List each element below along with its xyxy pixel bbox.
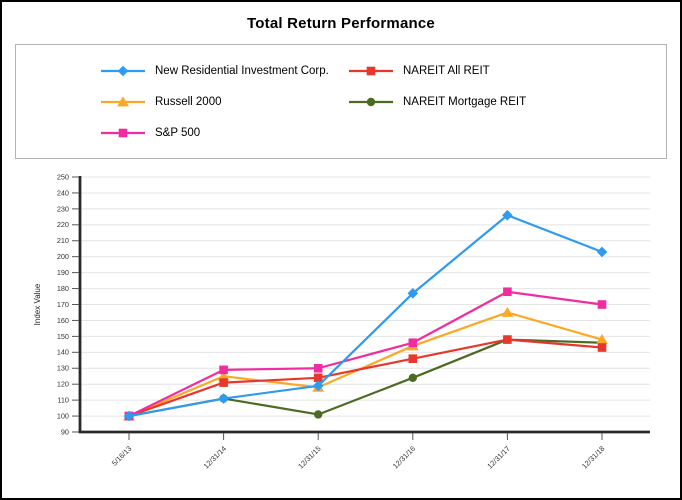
square-marker-icon [313,373,323,383]
legend-circle-icon [349,97,393,106]
series-nareit-mortgage-reit [124,335,607,421]
diamond-marker-icon [312,380,324,392]
y-tick-label: 250 [57,172,69,181]
series-nareit-all-reit [124,335,607,421]
triangle-marker-icon [596,333,608,344]
y-tick-label: 120 [57,380,69,389]
chart-title: Total Return Performance [247,15,435,32]
square-marker-icon [366,66,376,75]
axes [78,176,650,434]
diamond-marker-icon [502,209,513,221]
legend-label: Russell 2000 [155,95,222,108]
square-marker-icon [503,287,512,297]
circle-marker-icon [314,410,323,419]
legend-item-s-p-500: S&P 500 [100,125,348,141]
y-tick-label: 160 [57,316,69,325]
square-marker-icon [597,343,607,352]
legend-item-nareit-mortgage-reit: NAREIT Mortgage REIT [348,94,666,110]
square-marker-icon [219,365,228,375]
y-axis-ticks: 90 100 110 120 130 140 150 160 170 180 190 200 210 22… [57,172,79,436]
diamond-marker-icon [407,288,419,299]
y-tick-label: 240 [57,188,69,197]
square-marker-icon [219,378,228,387]
y-tick-label: 140 [57,348,69,357]
square-marker-icon [408,338,418,348]
y-tick-label: 230 [57,204,69,213]
legend-triangle-icon [101,95,145,106]
y-tick-label: 200 [57,252,69,261]
y-tick-label: 170 [57,300,69,309]
line-chart: 90 100 110 120 130 140 150 160 170 180 190 200 210 22… [33,172,650,471]
y-tick-label: 150 [57,332,69,341]
circle-marker-icon [408,373,417,383]
y-tick-label: 110 [57,396,69,405]
y-tick-label: 220 [57,220,69,229]
legend-label: NAREIT All REIT [403,64,490,77]
triangle-marker-icon [117,95,129,106]
legend-label: S&P 500 [155,126,201,139]
x-tick-label: 12/31/18 [580,444,606,470]
gridlines [81,176,650,417]
legend: New Residential Investment Corp. NAREIT A… [15,44,667,159]
diamond-marker-icon [117,65,129,76]
x-tick-label: 12/31/17 [485,444,511,470]
diamond-marker-icon [123,410,135,422]
square-marker-icon [597,300,607,309]
circle-marker-icon [366,97,376,106]
y-tick-label: 180 [57,284,69,293]
legend-label: NAREIT Mortgage REIT [403,95,527,108]
legend-square-icon [101,128,145,137]
y-tick-label: 190 [57,268,69,277]
legend-item-russell-2000: Russell 2000 [100,94,348,110]
legend-item-new-residential-investment-corp: New Residential Investment Corp. [100,63,348,79]
square-marker-icon [313,363,323,373]
x-tick-label: 12/31/14 [202,444,228,470]
y-tick-label: 90 [61,427,69,436]
y-tick-label: 100 [57,411,69,420]
triangle-marker-icon [501,306,514,317]
legend-square-icon [349,66,393,75]
square-marker-icon [408,354,418,363]
legend-diamond-icon [101,65,145,76]
series-new-residential-investment-corp [123,209,608,422]
y-tick-label: 130 [57,364,69,373]
x-axis-ticks: 5/16/13 12/31/14 12/31/15 12/31/16 12/31/17 1… [110,433,606,471]
x-tick-label: 12/31/15 [296,444,322,470]
triangle-marker-icon [217,370,230,381]
square-marker-icon [503,335,512,344]
x-tick-label: 12/31/16 [391,444,417,470]
diamond-marker-icon [218,393,229,404]
diamond-marker-icon [596,246,608,258]
legend-item-nareit-all-reit: NAREIT All REIT [348,63,666,79]
y-tick-label: 210 [57,236,69,245]
legend-label: New Residential Investment Corp. [155,64,329,77]
series-russell-2000 [123,306,608,421]
square-marker-icon [118,128,128,137]
x-tick-label: 5/16/13 [110,444,134,468]
y-axis-title: Index Value [33,283,42,325]
